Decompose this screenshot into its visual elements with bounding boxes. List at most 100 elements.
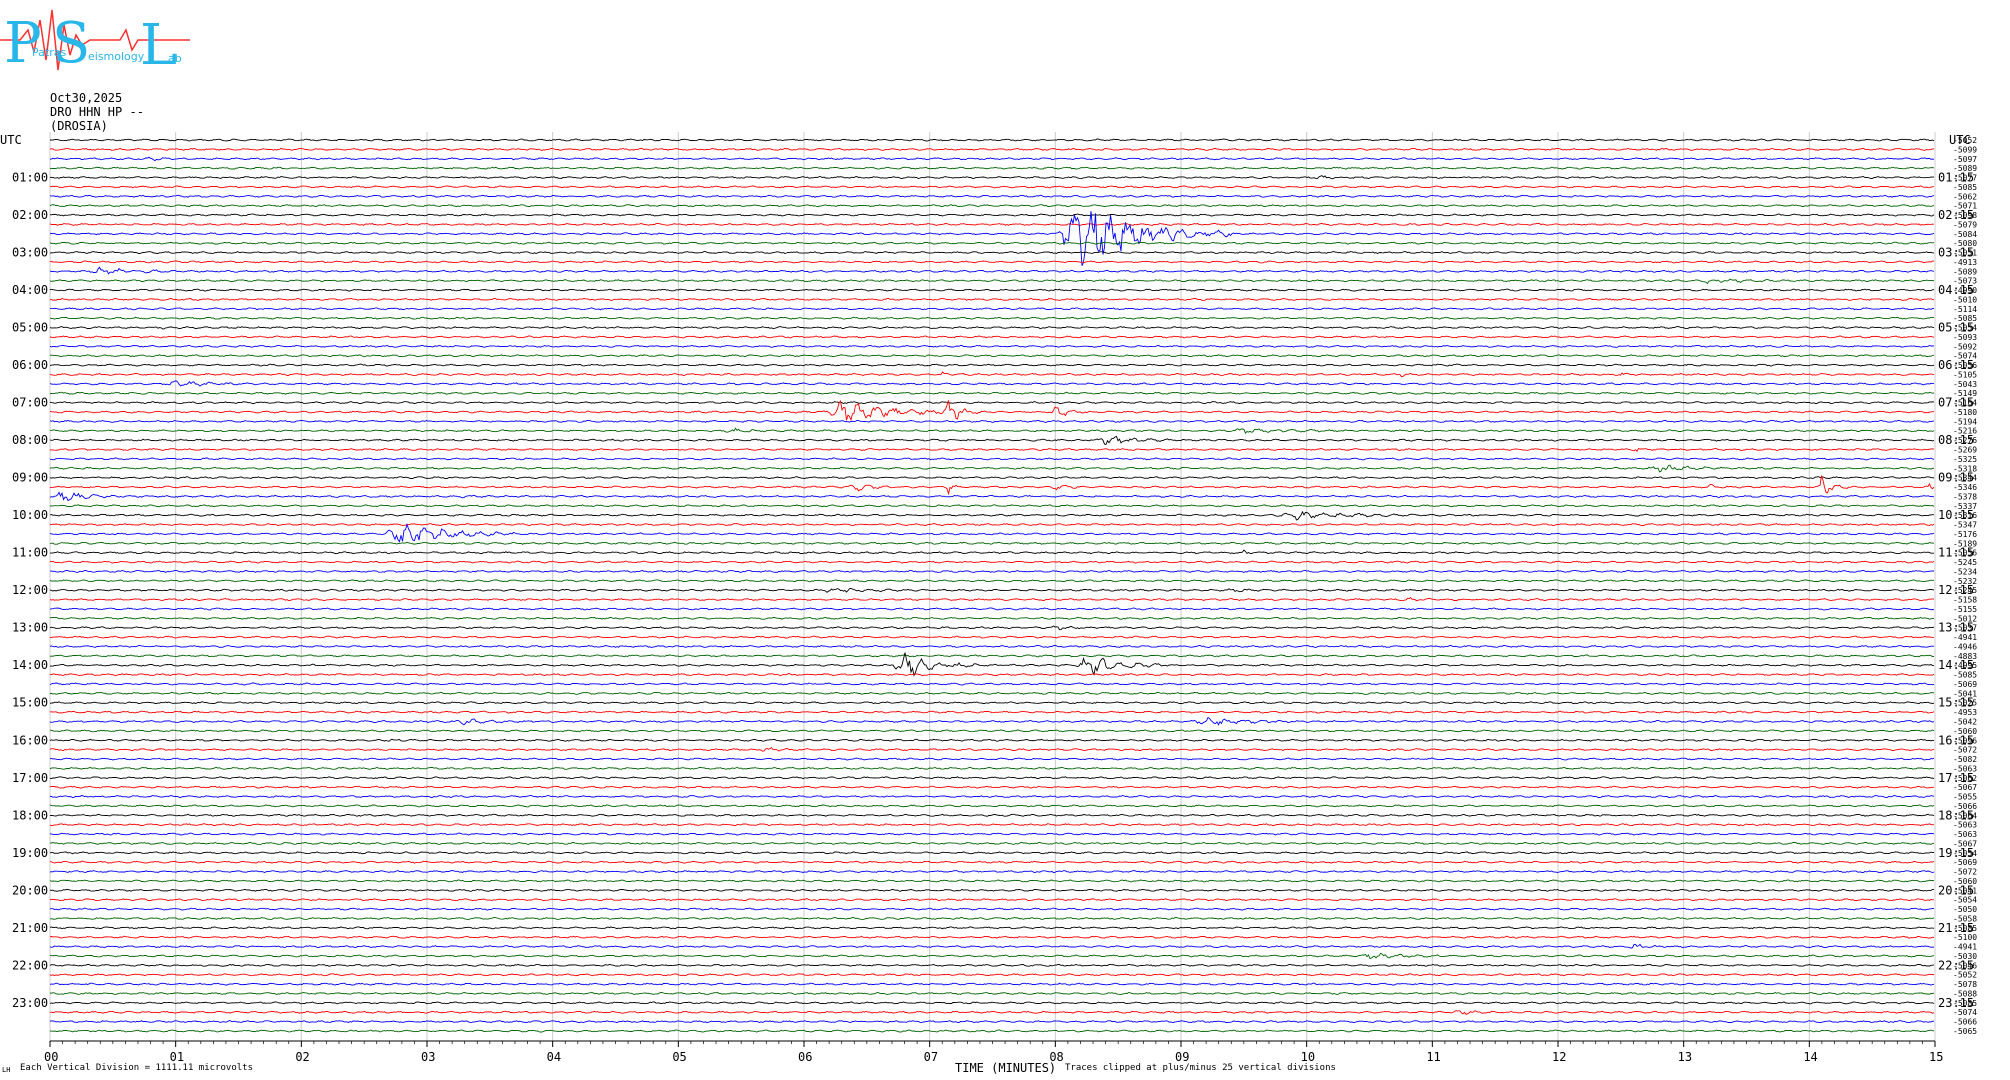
trace-offset-53: -4941: [1953, 633, 1977, 642]
trace-offset-46: -5234: [1953, 567, 1977, 576]
trace-14: [49, 266, 1935, 275]
trace-32: [49, 435, 1935, 446]
trace-offset-45: -5245: [1953, 558, 1977, 567]
trace-11: [49, 241, 1935, 245]
trace-2: [49, 156, 1935, 162]
left-hour-label: 16:00: [12, 733, 48, 747]
trace-43: [49, 541, 1935, 545]
trace-offset-35: -5318: [1953, 464, 1977, 473]
logo-letter-l: L: [140, 13, 177, 78]
left-hour-label: 20:00: [12, 883, 48, 897]
trace-offset-81: -5054: [1953, 896, 1977, 905]
trace-86: [49, 943, 1935, 949]
trace-82: [49, 907, 1935, 911]
x-tick-label-02: 02: [295, 1050, 309, 1064]
trace-offset-83: -5058: [1953, 914, 1977, 923]
trace-offset-55: -4883: [1953, 652, 1977, 661]
trace-offset-11: -5080: [1953, 239, 1977, 248]
trace-offset-14: -5089: [1953, 267, 1977, 276]
trace-95: [49, 1029, 1935, 1033]
trace-8: [49, 213, 1935, 217]
x-tick-label-11: 11: [1426, 1050, 1440, 1064]
trace-offset-34: -5325: [1953, 455, 1977, 464]
trace-offset-37: -5346: [1953, 483, 1977, 492]
trace-85: [49, 935, 1935, 939]
x-tick-label-14: 14: [1803, 1050, 1817, 1064]
header-date: Oct30,2025: [50, 91, 123, 105]
trace-91: [49, 991, 1935, 996]
left-hour-label: 06:00: [12, 358, 48, 372]
trace-15: [49, 278, 1935, 285]
logo-subtitle-right: ab: [168, 52, 182, 65]
left-hour-label: 15:00: [12, 696, 48, 710]
trace-74: [49, 832, 1935, 836]
corner-mark: LH: [2, 1066, 11, 1074]
trace-offset-26: -5043: [1953, 380, 1977, 389]
right-hour-label: 21:15: [1938, 921, 1974, 935]
trace-offset-59: -5041: [1953, 689, 1977, 698]
trace-61: [49, 710, 1935, 714]
trace-offset-10: -5084: [1953, 230, 1977, 239]
trace-offset-73: -5063: [1953, 821, 1977, 830]
trace-60: [49, 701, 1935, 705]
trace-16: [49, 288, 1935, 292]
trace-30: [49, 419, 1935, 423]
trace-26: [49, 380, 1935, 387]
trace-57: [49, 673, 1935, 677]
trace-41: [49, 522, 1935, 527]
trace-offset-89: -5052: [1953, 971, 1977, 980]
trace-offset-75: -5067: [1953, 839, 1977, 848]
trace-offset-80: -5041: [1953, 886, 1977, 895]
trace-offset-66: -5082: [1953, 755, 1977, 764]
trace-45: [49, 560, 1935, 564]
left-utc-label: UTC: [0, 133, 22, 147]
trace-offset-38: -5378: [1953, 492, 1977, 501]
trace-offset-87: -5030: [1953, 952, 1977, 961]
trace-71: [49, 804, 1935, 808]
x-tick-label-09: 09: [1175, 1050, 1189, 1064]
trace-offset-63: -5060: [1953, 727, 1977, 736]
trace-offset-13: -4913: [1953, 258, 1977, 267]
trace-53: [49, 635, 1935, 639]
trace-22: [49, 344, 1935, 348]
logo-letter-s: S: [52, 11, 90, 76]
trace-offset-9: -5079: [1953, 220, 1977, 229]
trace-offset-76: -5054: [1953, 849, 1977, 858]
trace-offset-22: -5092: [1953, 342, 1977, 351]
axis-labels: -5052-5099-5097-5089-5077-5085-5062-5071…: [0, 133, 1977, 1064]
psl-logo: P S L Patras eismology ab: [0, 9, 190, 78]
left-hour-label: 13:00: [12, 621, 48, 635]
trace-offset-18: -5114: [1953, 305, 1977, 314]
trace-offset-64: -5096: [1953, 736, 1977, 745]
trace-offset-79: -5060: [1953, 877, 1977, 886]
trace-offset-44: -5056: [1953, 549, 1977, 558]
trace-4: [49, 175, 1935, 180]
trace-19: [49, 316, 1934, 320]
trace-37: [49, 475, 1935, 496]
trace-offset-1: -5099: [1953, 145, 1977, 154]
trace-70: [49, 795, 1935, 798]
trace-46: [50, 569, 1934, 573]
trace-offset-58: -5069: [1953, 680, 1977, 689]
trace-54: [49, 644, 1934, 648]
trace-1: [49, 147, 1935, 151]
trace-56: [49, 652, 1935, 677]
trace-90: [49, 982, 1935, 986]
x-tick-label-01: 01: [170, 1050, 184, 1064]
trace-17: [49, 297, 1935, 301]
trace-offset-68: -5062: [1953, 774, 1977, 783]
trace-offset-92: -5085: [1953, 999, 1977, 1008]
trace-offset-28: -5164: [1953, 399, 1977, 408]
logo-subtitle-left: Patras: [32, 46, 66, 59]
left-hour-label: 02:00: [12, 208, 48, 222]
trace-47: [49, 579, 1934, 583]
left-hour-label: 22:00: [12, 958, 48, 972]
trace-offset-42: -5176: [1953, 530, 1977, 539]
x-tick-label-07: 07: [924, 1050, 938, 1064]
trace-offset-93: -5074: [1953, 1008, 1977, 1017]
trace-offset-94: -5066: [1953, 1018, 1977, 1027]
right-hour-label: 08:15: [1938, 433, 1974, 447]
trace-offset-88: -5046: [1953, 961, 1977, 970]
trace-offset-30: -5194: [1953, 417, 1977, 426]
trace-81: [49, 898, 1934, 902]
